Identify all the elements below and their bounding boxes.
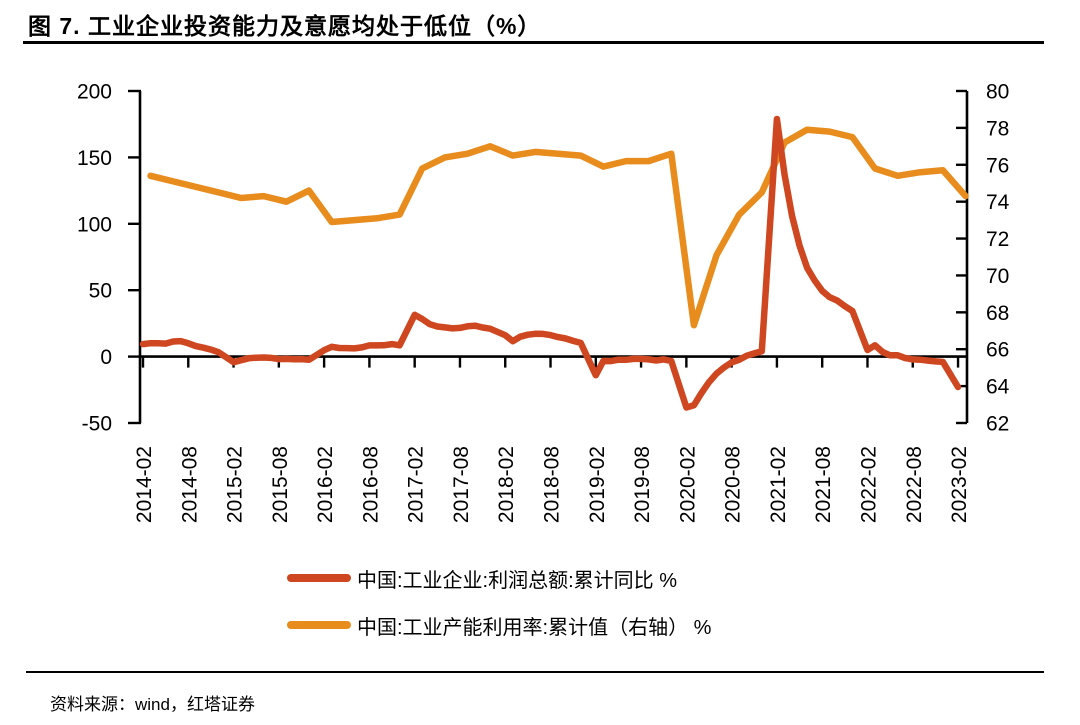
y-right-tick-label: 68: [986, 302, 1009, 325]
y-right-tick-label: 62: [986, 413, 1009, 436]
source-note: 资料来源：wind，红塔证券: [50, 695, 255, 714]
y-left-tick-label: 0: [100, 346, 112, 369]
y-left-tick-label: 100: [77, 213, 112, 236]
y-left-tick-label: 200: [77, 81, 112, 104]
x-tick-label: 2021-02: [767, 446, 790, 523]
x-tick-label: 2016-02: [314, 446, 337, 523]
y-left-tick-label: -50: [82, 413, 112, 436]
y-right-tick-label: 70: [986, 265, 1009, 288]
x-tick-label: 2021-08: [812, 446, 835, 523]
legend-item-profit: 中国:工业企业:利润总额:累计同比 %: [287, 563, 711, 593]
legend: 中国:工业企业:利润总额:累计同比 % 中国:工业产能利用率:累计值（右轴） %: [287, 563, 711, 640]
x-tick-label: 2019-08: [631, 446, 654, 523]
legend-label-capacity: 中国:工业产能利用率:累计值（右轴） %: [357, 616, 712, 639]
x-tick-label: 2015-08: [269, 446, 292, 523]
x-tick-label: 2023-02: [948, 446, 971, 523]
y-right-tick-label: 74: [986, 191, 1010, 214]
title-rule: [23, 41, 1044, 44]
x-tick-label: 2014-02: [133, 446, 156, 523]
x-tick-label: 2020-02: [676, 446, 699, 523]
profit-line-swatch: [287, 574, 351, 582]
y-right-tick-label: 80: [986, 81, 1009, 104]
y-left-tick-label: 150: [77, 147, 112, 170]
x-tick-label: 2018-08: [541, 446, 564, 523]
x-tick-label: 2016-08: [359, 446, 382, 523]
x-tick-label: 2019-02: [586, 446, 609, 523]
y-right-tick-label: 72: [986, 228, 1009, 251]
legend-label-profit: 中国:工业企业:利润总额:累计同比 %: [357, 569, 678, 592]
y-right-tick-label: 64: [986, 376, 1010, 399]
x-tick-label: 2014-08: [178, 446, 201, 523]
y-right-tick-label: 76: [986, 154, 1009, 177]
x-tick-label: 2020-08: [722, 446, 745, 523]
x-tick-label: 2017-08: [450, 446, 473, 523]
x-tick-label: 2017-02: [405, 446, 428, 523]
legend-item-capacity: 中国:工业产能利用率:累计值（右轴） %: [287, 610, 711, 640]
x-tick-label: 2018-02: [495, 446, 518, 523]
profit-yoy-line: [139, 115, 962, 411]
capacity-line-swatch: [287, 621, 351, 629]
y-right-tick-label: 66: [986, 339, 1009, 362]
x-tick-label: 2022-08: [903, 446, 926, 523]
capacity-utilization-line: [147, 126, 969, 329]
y-left-tick-label: 50: [89, 280, 112, 303]
x-tick-label: 2022-02: [857, 446, 880, 523]
x-tick-label: 2015-02: [224, 446, 247, 523]
figure-title: 图 7. 工业企业投资能力及意愿均处于低位（%）: [28, 13, 542, 39]
y-right-tick-label: 78: [986, 117, 1009, 140]
footer-rule: [26, 671, 1044, 673]
